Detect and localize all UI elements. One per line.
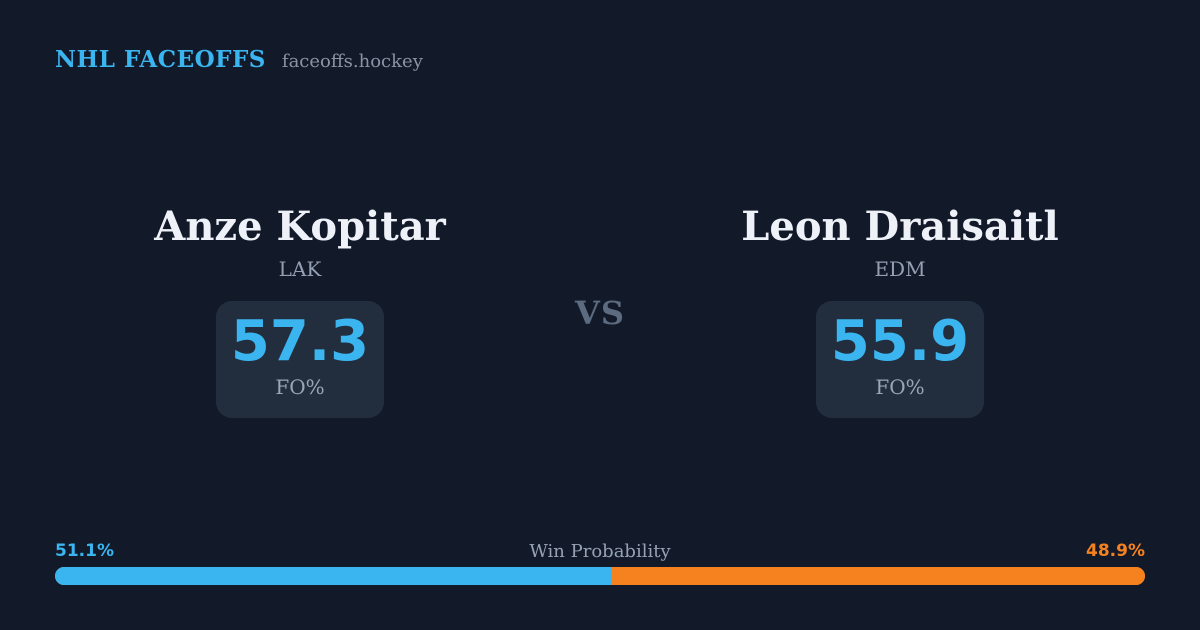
win-probability-title: Win Probability bbox=[529, 541, 671, 562]
player-column-left: Anze Kopitar LAK 57.3 FO% bbox=[0, 203, 600, 418]
vs-label: VS bbox=[575, 294, 625, 332]
win-probability-left-pct: 51.1% bbox=[55, 541, 114, 561]
site-url: faceoffs.hockey bbox=[281, 51, 423, 72]
stat-card-left: 57.3 FO% bbox=[216, 301, 384, 418]
win-probability-bar-left-segment bbox=[55, 567, 612, 585]
app-title: NHL FACEOFFS bbox=[55, 46, 266, 73]
win-probability-bar bbox=[55, 567, 1145, 585]
stat-value-left: 57.3 bbox=[230, 309, 370, 374]
win-probability-right-pct: 48.9% bbox=[1086, 541, 1145, 561]
win-probability-bar-right-segment bbox=[611, 567, 1145, 585]
player-name-left: Anze Kopitar bbox=[154, 203, 446, 250]
player-column-right: Leon Draisaitl EDM 55.9 FO% bbox=[600, 203, 1200, 418]
stat-label-left: FO% bbox=[275, 375, 325, 399]
matchup-row: Anze Kopitar LAK 57.3 FO% Leon Draisaitl… bbox=[0, 203, 1200, 418]
win-probability-labels: 51.1% Win Probability 48.9% bbox=[55, 541, 1145, 563]
player-team-left: LAK bbox=[278, 257, 322, 281]
stat-value-right: 55.9 bbox=[830, 309, 970, 374]
stat-card-right: 55.9 FO% bbox=[816, 301, 984, 418]
header: NHL FACEOFFS faceoffs.hockey bbox=[55, 46, 423, 73]
player-name-right: Leon Draisaitl bbox=[741, 203, 1059, 250]
stat-label-right: FO% bbox=[875, 375, 925, 399]
player-team-right: EDM bbox=[874, 257, 926, 281]
